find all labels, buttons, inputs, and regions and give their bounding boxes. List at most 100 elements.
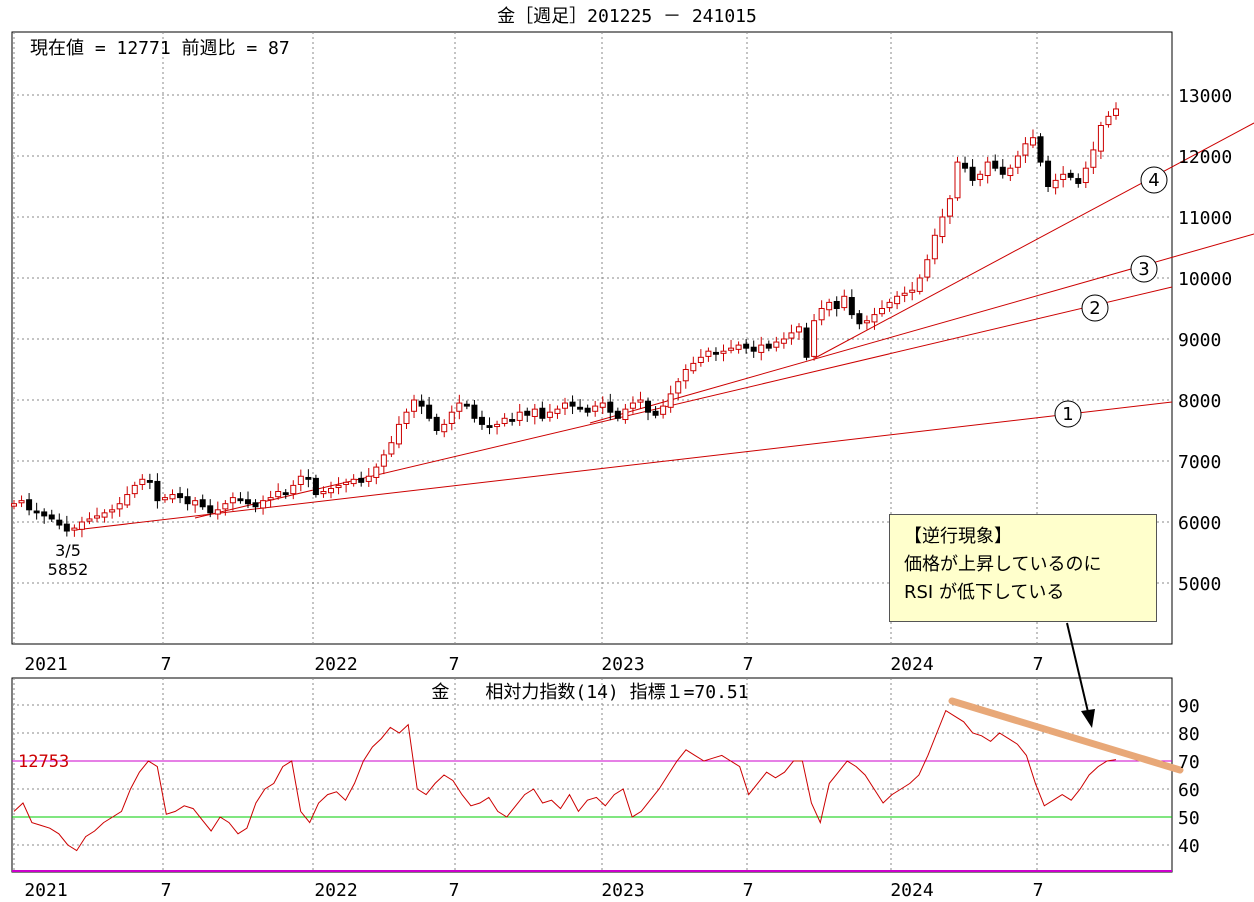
candle-up [939,216,946,238]
candle-down [509,419,516,422]
rsi-panel-frame [11,677,1173,873]
candle-down [645,400,652,413]
price-x-tick-label: 7 [743,654,754,675]
candle-up [11,503,17,507]
candle-down [992,160,999,169]
candle-down [199,499,206,508]
candle-up [501,417,508,424]
rsi-x-axis: 2021 7 2022 7 2023 7 2024 7 [24,880,1043,901]
rsi-divergence-line [948,697,1184,774]
candle-up [86,518,93,522]
low-value-label: 5852 [48,560,89,579]
candle-up [1029,137,1036,146]
candle-up [395,423,402,445]
candle-up [1007,167,1014,177]
candle-down [154,480,161,502]
candle-down [41,511,48,517]
candle-down [1067,172,1074,178]
candle-down [305,476,312,480]
svg-text:3: 3 [1138,259,1149,280]
candle-up [161,497,168,501]
candle-up [728,347,735,351]
candle-up [901,292,908,296]
rsi-x-tick-label: 2022 [314,880,357,901]
candle-down [177,493,184,499]
note-title: 【逆行現象】 [904,526,1012,547]
candle-up [441,423,448,433]
candle-down [282,492,289,496]
candle-up [290,484,297,495]
trendline-label-3: 3 [1130,255,1158,283]
candle-up [697,356,704,363]
candle-up [894,295,901,305]
price-x-tick-label: 2023 [601,654,644,675]
candle-up [924,259,931,278]
price-x-tick-label: 2022 [314,654,357,675]
candle-up [826,301,833,311]
candle-down [48,514,55,520]
candle-down [358,477,365,483]
candle-up [954,161,961,199]
svg-text:1: 1 [1062,404,1073,425]
candle-up [335,484,342,489]
rsi-x-tick-label: 2024 [890,880,933,901]
rsi-chart-title: 金 相対力指数(14) 指標１=70.51 [431,682,748,703]
trendline [74,401,1173,531]
price-y-axis: 13000 12000 11000 10000 9000 8000 7000 6000 5000 [1178,86,1232,595]
candle-down [833,300,840,309]
price-x-tick-label: 7 [1033,654,1044,675]
candle-down [252,502,259,508]
candle-up [448,411,455,424]
price-y-tick-label: 11000 [1178,208,1232,229]
candle-up [494,423,501,428]
candle-up [735,344,742,350]
candle-up [373,466,380,478]
candle-up [192,500,199,506]
candle-down [426,404,433,419]
trendline-label-1: 1 [1054,400,1082,428]
trendline [814,122,1254,359]
price-x-axis: 2021 7 2022 7 2023 7 2024 7 [24,654,1043,675]
candle-up [94,515,101,519]
price-y-tick-label: 12000 [1178,147,1232,168]
candle-up [343,481,350,485]
candle-down [848,297,855,316]
candle-up [109,509,116,513]
rsi-x-tick-label: 2021 [24,880,67,901]
candle-down [1045,160,1052,187]
candle-up [946,198,953,217]
candle-up [320,491,327,495]
candle-down [607,401,614,413]
price-y-tick-label: 7000 [1178,452,1221,473]
candle-down [418,400,425,407]
candle-up [977,173,984,180]
candle-up [169,494,176,500]
candle-up [456,402,463,412]
candlesticks [11,102,1119,538]
candle-up [365,475,372,482]
candle-up [516,411,523,421]
rsi-y-axis: 90 80 70 60 50 40 [1178,696,1200,857]
candle-up [531,408,538,417]
candle-up [758,344,765,353]
candle-up [1014,155,1021,168]
rsi-y-tick-label: 60 [1178,780,1200,801]
candle-up [229,497,236,504]
candle-down [569,401,576,407]
rsi-x-tick-label: 7 [449,880,460,901]
candle-up [795,326,802,333]
candle-up [592,405,599,412]
candle-down [471,404,478,419]
rsi-x-tick-label: 2023 [601,880,644,901]
candle-up [871,314,878,323]
candle-up [667,393,674,408]
candle-down [244,499,251,505]
note-line-1: 価格が上昇しているのに [904,554,1102,575]
trendline-label-2: 2 [1081,294,1109,322]
rsi-price-label: 12753 [18,752,69,772]
candle-up [411,399,418,412]
candle-up [1090,149,1097,168]
candle-down [750,346,757,352]
candle-up [78,521,85,530]
price-y-tick-label: 5000 [1178,574,1221,595]
